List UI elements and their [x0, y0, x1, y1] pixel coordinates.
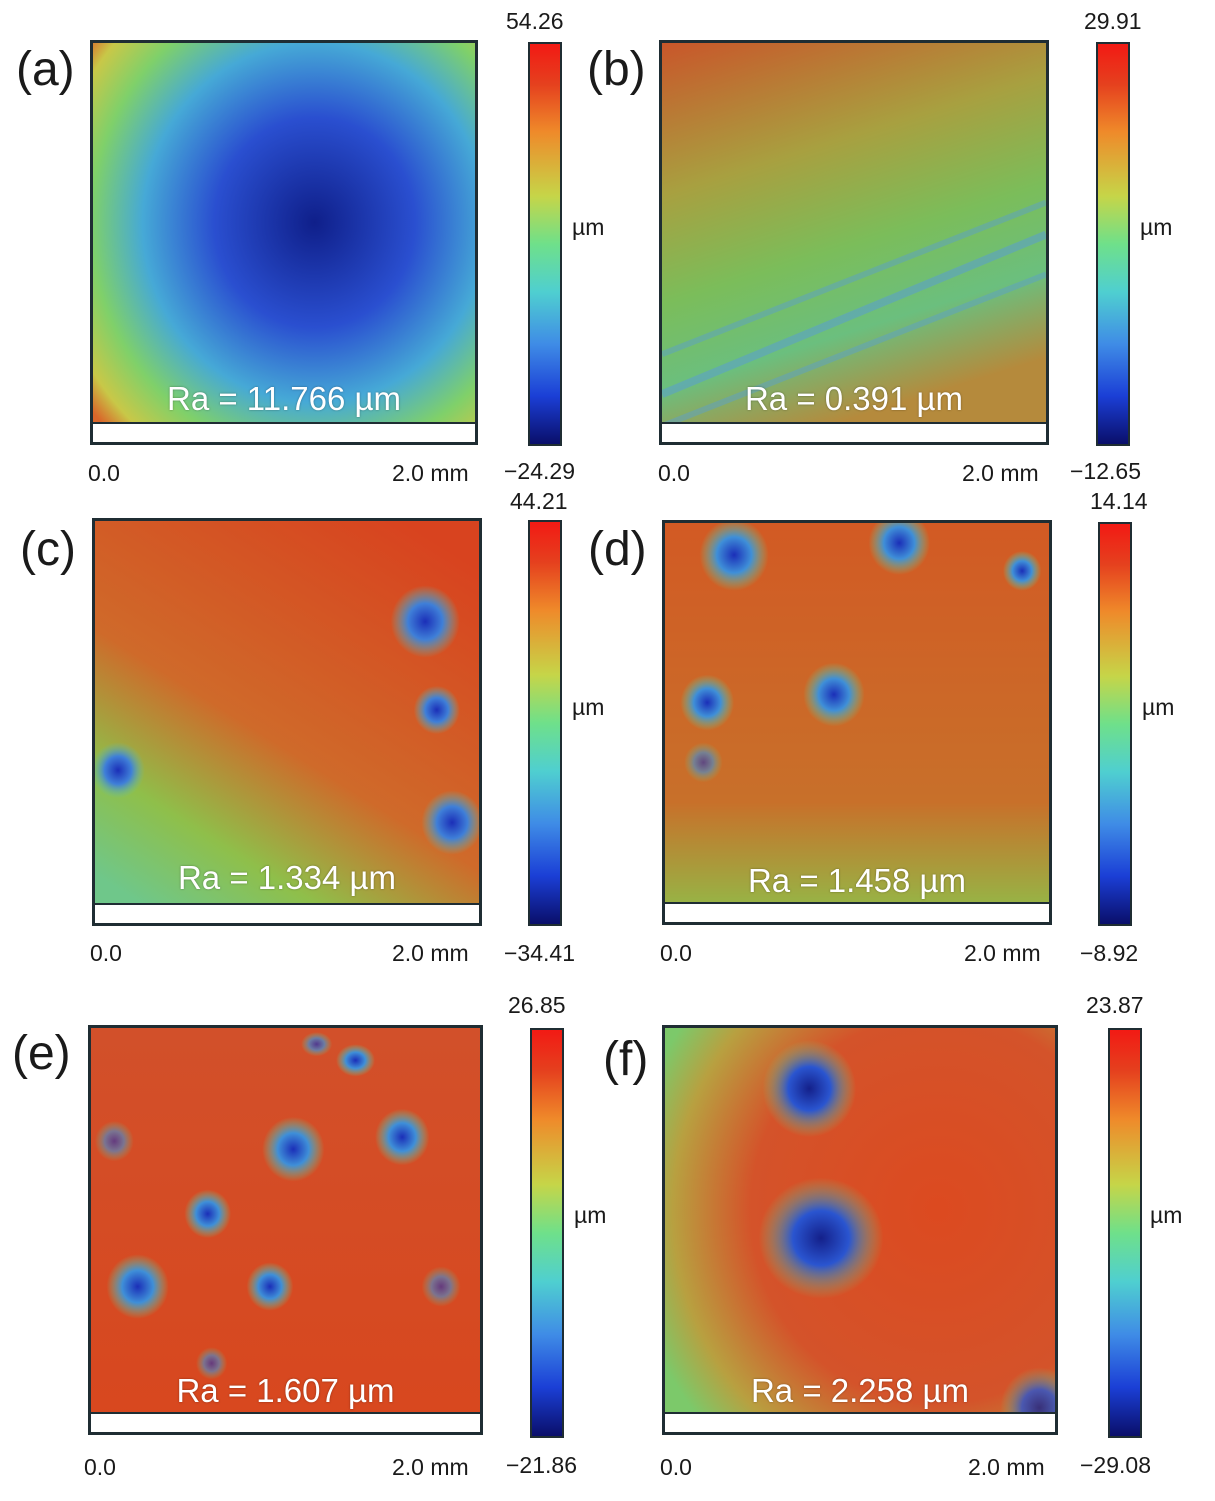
x-axis-start: 0.0 [84, 1454, 116, 1480]
colorbar-max: 14.14 [1090, 488, 1148, 514]
colorbar-min: −8.92 [1080, 940, 1139, 966]
colorbar [530, 1028, 564, 1438]
x-axis-end: 2.0 mm [392, 460, 469, 486]
colorbar-unit: µm [572, 214, 605, 240]
x-axis-end: 2.0 mm [962, 460, 1039, 486]
panel-letter: (c) [20, 523, 76, 576]
x-axis-start: 0.0 [660, 1454, 692, 1480]
colorbar [1096, 42, 1130, 446]
colorbar-min: −29.08 [1080, 1452, 1151, 1478]
x-axis-start: 0.0 [88, 460, 120, 486]
colorbar-unit: µm [1150, 1202, 1183, 1228]
x-axis-start: 0.0 [658, 460, 690, 486]
colorbar-max: 54.26 [506, 8, 564, 34]
surface-height-map: Ra = 11.766 µm [90, 40, 478, 445]
roughness-label: Ra = 0.391 µm [744, 380, 964, 417]
surface-height-map: Ra = 1.607 µm [88, 1025, 483, 1435]
colorbar [1098, 522, 1132, 926]
x-axis-end: 2.0 mm [392, 940, 469, 966]
scale-bar [91, 1412, 480, 1432]
colorbar [1108, 1028, 1142, 1438]
panel-letter: (a) [16, 43, 75, 96]
scale-bar [662, 422, 1046, 442]
panel-letter: (d) [588, 523, 647, 576]
x-axis-start: 0.0 [660, 940, 692, 966]
scale-bar [95, 903, 479, 923]
roughness-label: Ra = 11.766 µm [167, 380, 401, 417]
scale-bar [665, 1412, 1055, 1432]
colorbar-unit: µm [1140, 214, 1173, 240]
colorbar-max: 44.21 [510, 488, 568, 514]
surface-height-map: Ra = 0.391 µm [659, 40, 1049, 445]
colorbar [528, 42, 562, 446]
scale-bar [93, 422, 475, 442]
colorbar-min: −12.65 [1070, 458, 1141, 484]
colorbar-unit: µm [1142, 694, 1175, 720]
roughness-label: Ra = 1.607 µm [176, 1372, 395, 1409]
panel-letter: (b) [587, 43, 646, 96]
x-axis-end: 2.0 mm [392, 1454, 469, 1480]
colorbar [528, 520, 562, 926]
surface-height-map: Ra = 1.334 µm [92, 518, 482, 926]
colorbar-min: −21.86 [506, 1452, 577, 1478]
scale-bar [665, 902, 1049, 922]
surface-height-map: Ra = 2.258 µm [662, 1025, 1058, 1435]
colorbar-min: −24.29 [504, 458, 575, 484]
colorbar-max: 26.85 [508, 992, 566, 1018]
roughness-label: Ra = 1.458 µm [747, 862, 967, 899]
colorbar-max: 23.87 [1086, 992, 1144, 1018]
panel-letter: (e) [12, 1027, 71, 1080]
roughness-label: Ra = 1.334 µm [177, 859, 397, 896]
x-axis-start: 0.0 [90, 940, 122, 966]
roughness-label: Ra = 2.258 µm [750, 1372, 970, 1409]
colorbar-max: 29.91 [1084, 8, 1142, 34]
panel-letter: (f) [603, 1033, 649, 1086]
x-axis-end: 2.0 mm [964, 940, 1041, 966]
colorbar-min: −34.41 [504, 940, 575, 966]
colorbar-unit: µm [572, 694, 605, 720]
x-axis-end: 2.0 mm [968, 1454, 1045, 1480]
surface-height-map: Ra = 1.458 µm [662, 520, 1052, 925]
colorbar-unit: µm [574, 1202, 607, 1228]
